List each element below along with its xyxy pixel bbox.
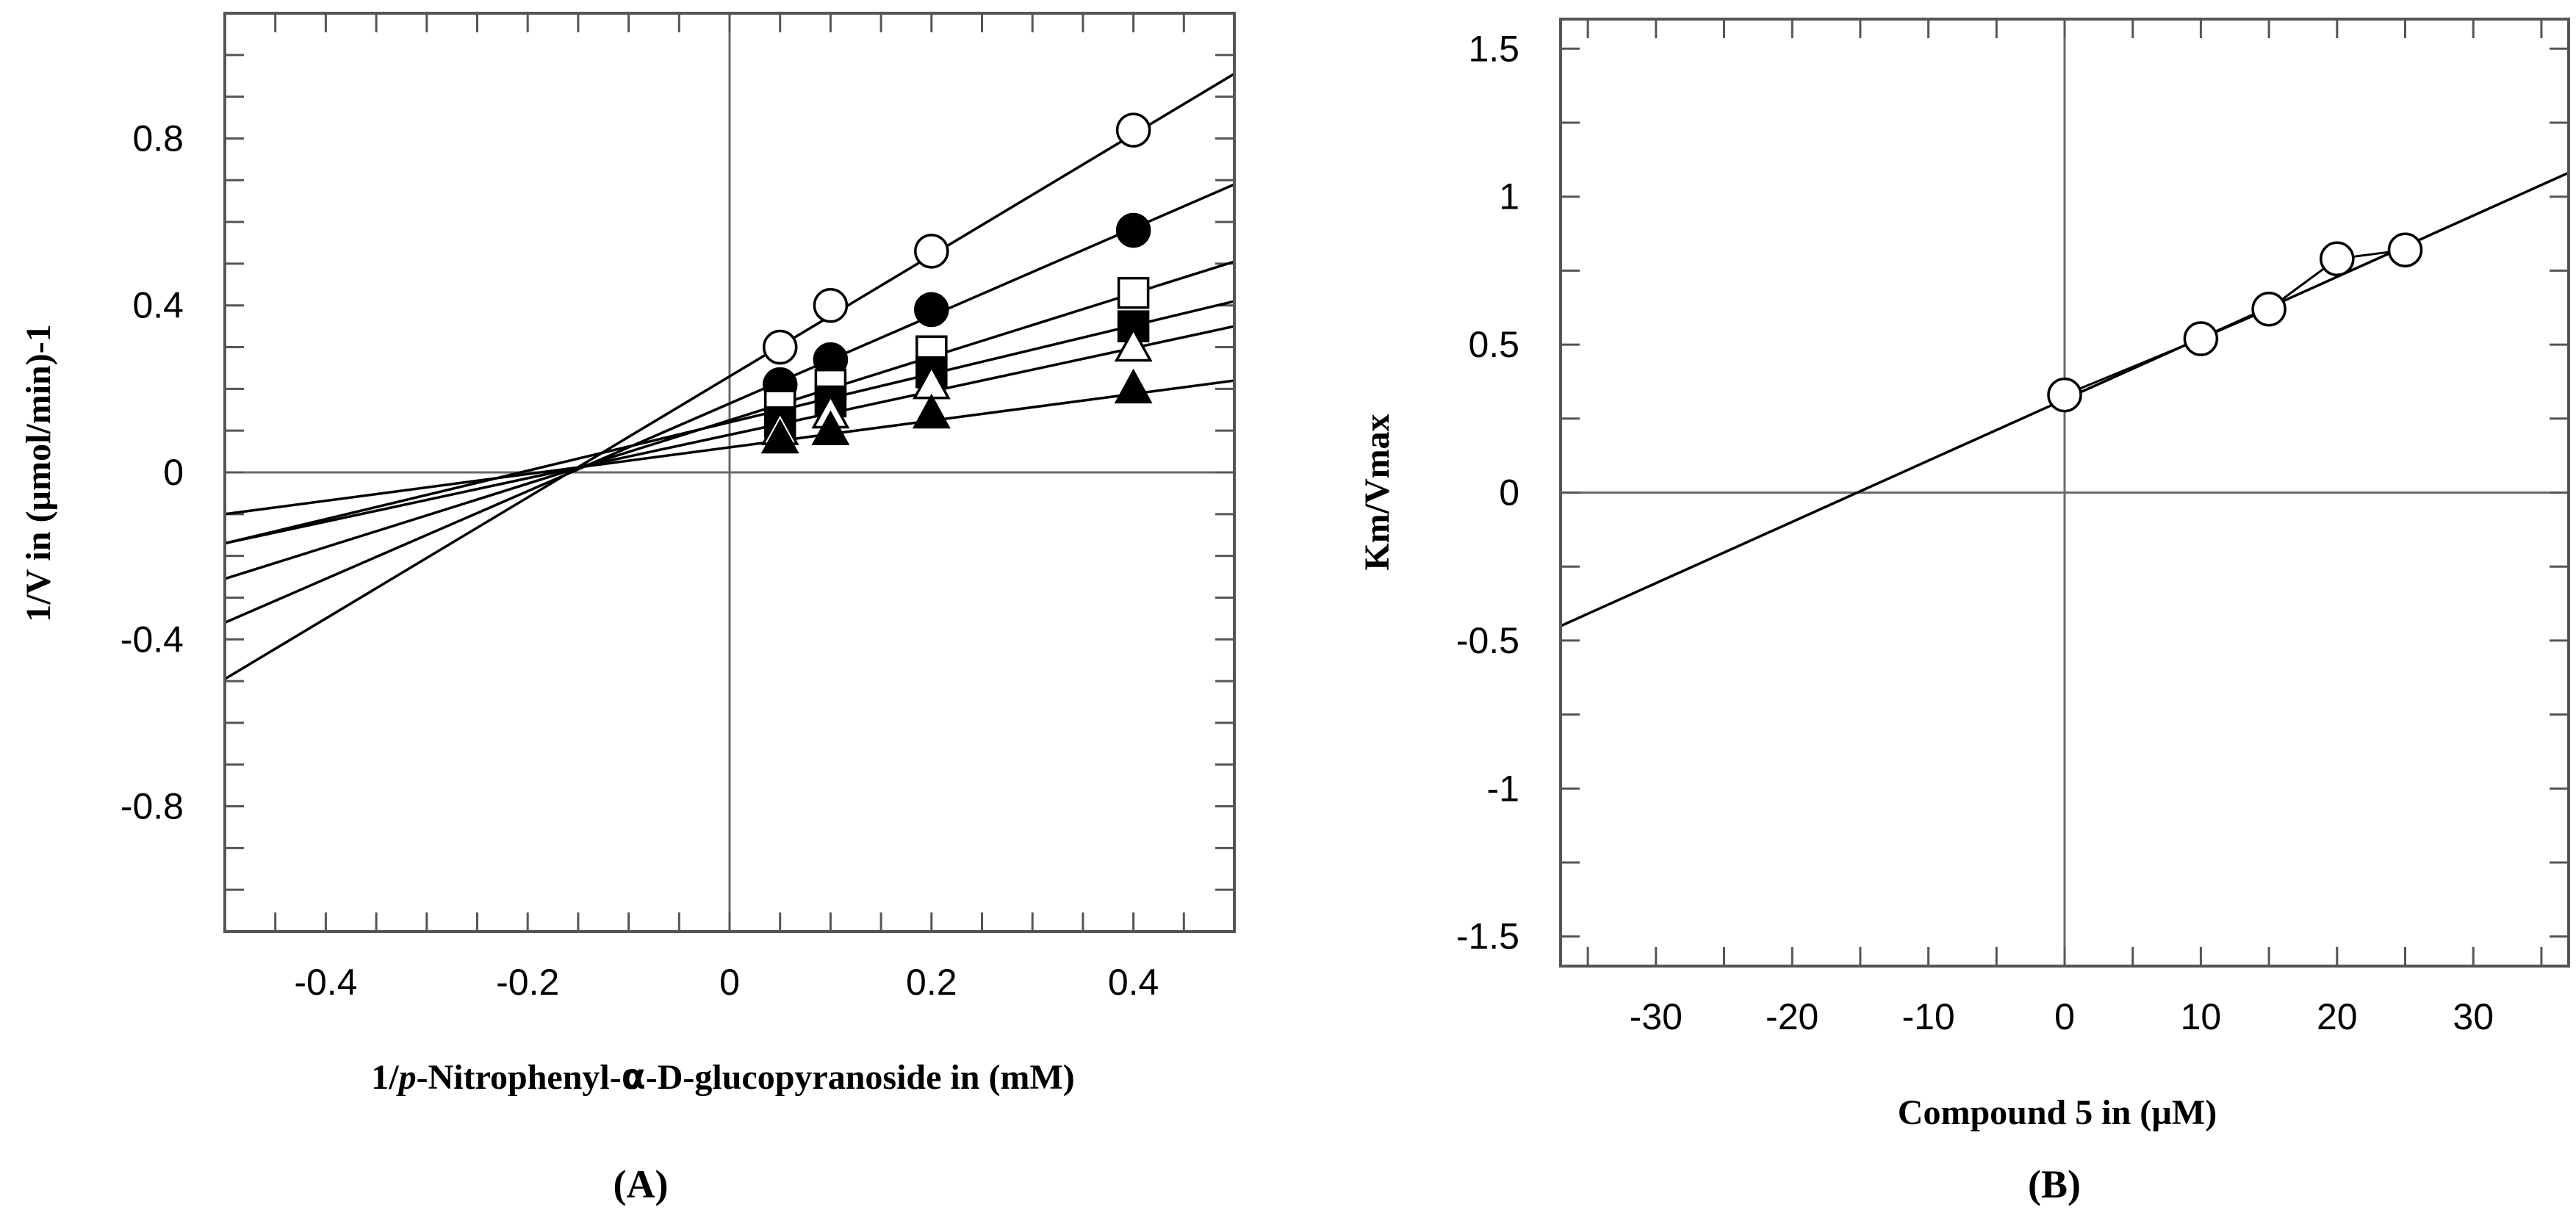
panel-a-y-tick-label: 0 xyxy=(163,452,184,493)
panel-a-fit-line-2 xyxy=(225,183,1234,624)
panel-b-x-tick-label: -30 xyxy=(1630,996,1683,1037)
panel-b-point-circle-open xyxy=(2183,321,2219,356)
panel-b-point-circle-open xyxy=(2251,292,2287,327)
panel-a-y-tick-label: 0.8 xyxy=(132,118,184,159)
panel-a-x-tick-label: 0 xyxy=(719,962,740,1003)
panel-a-x-tick-label: -0.2 xyxy=(496,962,559,1003)
panel-a-plot-frame xyxy=(223,12,1236,933)
panel-a-y-tick-label: -0.4 xyxy=(120,619,184,660)
panel-a-y-tick-label: -0.8 xyxy=(120,786,184,827)
panel-b-point-circle-open xyxy=(2387,232,2423,267)
panel-b-x-tick-label: 0 xyxy=(2054,996,2075,1037)
panel-a-point-circle-filled xyxy=(1115,212,1151,248)
panel-a-label: (A) xyxy=(614,1162,669,1206)
panel-a-fit-line-1 xyxy=(225,72,1234,680)
panel-b-x-tick-label: 30 xyxy=(2453,996,2494,1037)
panel-b-y-tick-label: -1 xyxy=(1487,768,1519,809)
panel-b-y-tick-label: -1.5 xyxy=(1456,916,1519,957)
panel-b-y-tick-label: 1 xyxy=(1499,176,1519,217)
panel-a-point-circle-open xyxy=(813,287,849,323)
panel-a-x-tick-label: 0.2 xyxy=(906,962,957,1003)
panel-a-y-axis-title: 1/V in (µmol/min)-1 xyxy=(19,324,58,622)
panel-b-x-axis-title: Compound 5 in (µM) xyxy=(1898,1093,2217,1132)
panel-a-point-triangle-filled xyxy=(760,418,799,454)
panel-a-point-square-open xyxy=(1117,276,1150,309)
panel-a-point-triangle-filled xyxy=(1114,368,1153,404)
panel-a-point-circle-open xyxy=(762,329,798,365)
panel-b-y-tick-label: 1.5 xyxy=(1468,28,1519,69)
panel-a-point-circle-open xyxy=(1115,112,1151,148)
panel-b-label: (B) xyxy=(2028,1162,2081,1206)
panel-b: -30 -20 -10 0 10 20 30 -1.5 -1 -0.5 0 0.5 1 1.5 xyxy=(1456,18,2570,1037)
panel-a-point-triangle-filled xyxy=(811,410,850,445)
panel-a-x-tick-label: -0.4 xyxy=(294,962,357,1003)
panel-b-y-axis-title: Km/Vmax xyxy=(1358,414,1397,570)
panel-b-y-tick-label: 0 xyxy=(1499,472,1519,514)
panel-b-point-circle-open xyxy=(2047,377,2082,413)
panel-a-point-triangle-open xyxy=(1114,326,1153,362)
panel-b-x-tick-label: 10 xyxy=(2181,996,2222,1037)
panel-b-y-tick-label: 0.5 xyxy=(1468,324,1519,365)
panel-a-fit-line-6 xyxy=(225,379,1234,516)
panel-a-fit-line-5 xyxy=(225,325,1234,545)
panel-b-y-tick-label: -0.5 xyxy=(1456,620,1519,661)
panel-b-plot-frame xyxy=(1559,18,2570,968)
panel-a-fit-line-4 xyxy=(225,300,1234,545)
panel-a-point-triangle-filled xyxy=(912,393,951,429)
panel-b-x-tick-label: -20 xyxy=(1766,996,1818,1037)
panel-a-y-tick-label: 0.4 xyxy=(132,285,184,326)
panel-a: -0.4 -0.2 0 0.2 0.4 -0.8 -0.4 0 0.4 0.8 xyxy=(120,12,1236,1003)
panel-a-x-tick-label: 0.4 xyxy=(1108,962,1159,1003)
panel-b-x-tick-label: 20 xyxy=(2317,996,2358,1037)
panel-a-fit-lines xyxy=(225,72,1234,680)
panel-b-x-tick-label: -10 xyxy=(1902,996,1954,1037)
panel-a-point-circle-filled xyxy=(914,292,949,328)
panel-b-point-circle-open xyxy=(2320,241,2355,277)
panel-a-point-circle-open xyxy=(914,234,949,269)
panel-a-x-axis-title: 1/p-Nitrophenyl-α-D-glucopyranoside in (… xyxy=(371,1056,1074,1098)
panel-a-fit-line-3 xyxy=(225,260,1234,580)
